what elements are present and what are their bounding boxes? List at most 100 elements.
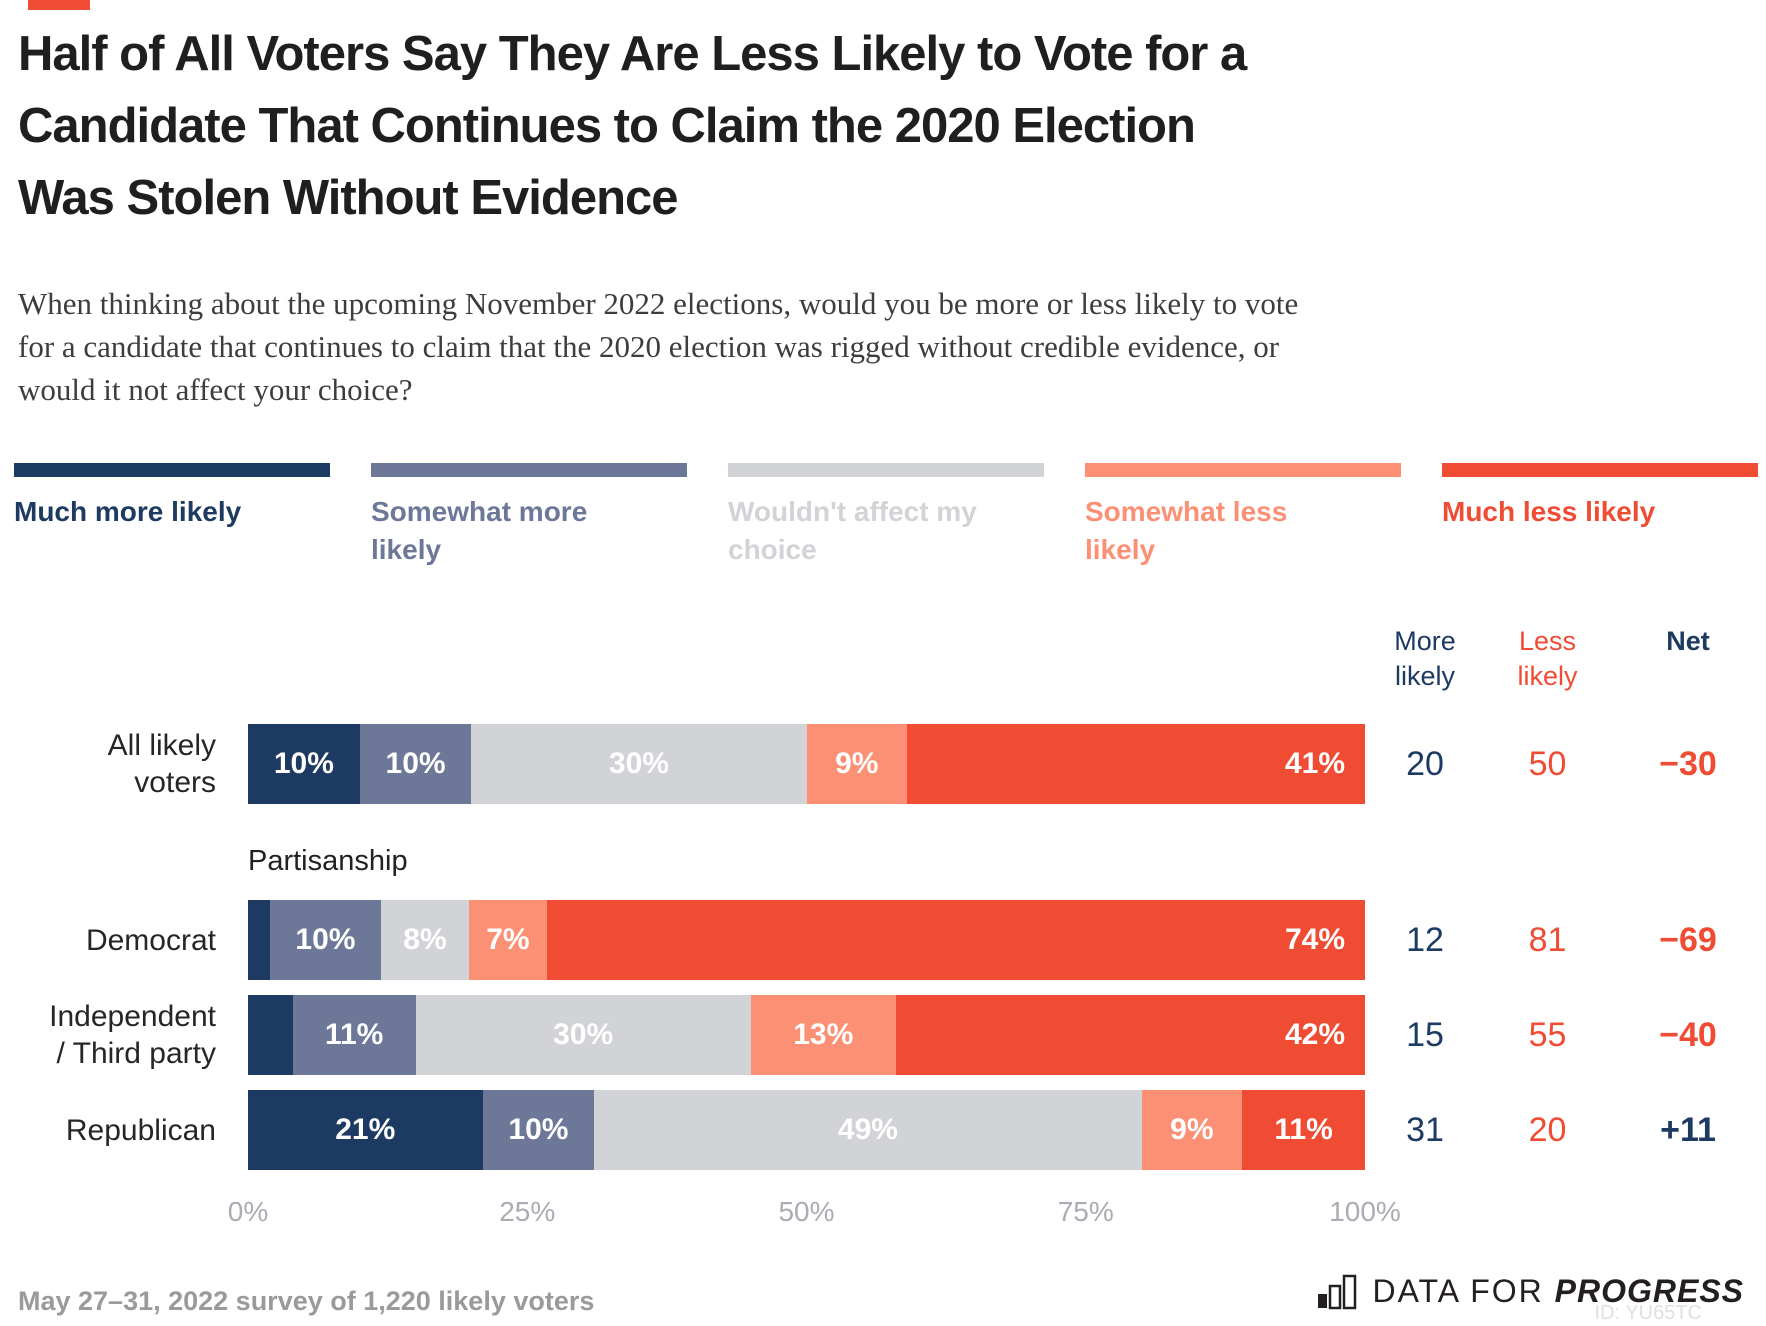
bar-cell: 10% 8% 7% 74% — [232, 900, 1365, 980]
bar-segment: 10% — [248, 724, 360, 804]
legend-item: Somewhat less likely — [1085, 463, 1401, 569]
segment-value-label: 9% — [1170, 1113, 1214, 1146]
segment-value-label: 41% — [1284, 747, 1345, 780]
bar-segment: 30% — [471, 724, 807, 804]
chart-row: Republican 21% 10% 49% 9% 11% 31 20 +11 — [0, 1090, 1766, 1170]
legend-swatch — [1085, 463, 1401, 477]
bar-segment: 30% — [415, 995, 751, 1075]
bar-segment — [248, 995, 293, 1075]
bar-segment: 11% — [292, 995, 416, 1075]
segment-value-label: 10% — [508, 1113, 569, 1146]
segment-value-label: 30% — [608, 747, 669, 780]
legend: Much more likely Somewhat more likely Woul… — [14, 463, 1758, 569]
less-likely-value: 81 — [1528, 920, 1567, 959]
bar-chart-icon — [1318, 1274, 1357, 1310]
segment-value-label: 74% — [1284, 923, 1345, 956]
less-likely-value: 20 — [1528, 1110, 1567, 1149]
legend-swatch — [1442, 463, 1758, 477]
chart-row: Democrat 10% 8% 7% 74% 12 81 −69 — [0, 900, 1766, 980]
bar-segment: 49% — [594, 1090, 1142, 1170]
bar-segment: 74% — [546, 900, 1365, 980]
survey-question-text: When thinking about the upcoming Novembe… — [18, 286, 1299, 407]
stacked-bar: 21% 10% 49% 9% 11% — [248, 1090, 1365, 1170]
stacked-bar: 10% 10% 30% 9% 41% — [248, 724, 1365, 804]
top-accent-bar — [28, 0, 90, 10]
row-label: All likely voters — [107, 729, 216, 799]
bar-cell: 10% 10% 30% 9% 41% — [232, 724, 1365, 804]
bar-segment: 21% — [248, 1090, 483, 1170]
legend-swatch — [728, 463, 1044, 477]
legend-label: Somewhat more likely — [371, 496, 588, 565]
column-header-net: Net — [1666, 626, 1710, 656]
chart-row: Independent / Third party 11% 30% 13% 42% 15 5… — [0, 995, 1766, 1075]
more-likely-value: 12 — [1406, 920, 1444, 959]
less-likely-value: 50 — [1528, 744, 1567, 783]
data-for-progress-logo: DATA FOR PROGRESS — [1316, 1272, 1744, 1310]
logo-text-data-for: DATA FOR — [1372, 1272, 1555, 1309]
legend-swatch — [371, 463, 687, 477]
segment-value-label: 21% — [335, 1113, 396, 1146]
bar-segment: 13% — [750, 995, 896, 1075]
more-likely-value: 31 — [1406, 1110, 1444, 1149]
bar-segment: 10% — [482, 1090, 595, 1170]
net-value: −69 — [1659, 920, 1717, 959]
bar-segment: 9% — [1141, 1090, 1243, 1170]
chart-id-watermark: ID: YU65TC — [1594, 1302, 1702, 1324]
bar-segment: 8% — [380, 900, 470, 980]
survey-source-note: May 27–31, 2022 survey of 1,220 likely v… — [18, 1286, 595, 1316]
less-likely-value: 55 — [1528, 1015, 1567, 1054]
net-value: −40 — [1659, 1015, 1717, 1054]
x-axis: 0% 25% 50% 75% 100% — [228, 1196, 1401, 1232]
legend-label: Much less likely — [1442, 496, 1656, 527]
legend-label: Wouldn't affect my choice — [728, 496, 977, 565]
bar-segment: 7% — [469, 900, 547, 980]
legend-label: Somewhat less likely — [1085, 496, 1288, 565]
bar-segment: 10% — [270, 900, 381, 980]
chart-row: All likely voters 10% 10% 30% 9% 41% 20 50 −30 — [0, 724, 1766, 804]
segment-value-label: 7% — [486, 923, 530, 956]
segment-value-label: 9% — [835, 747, 879, 780]
legend-swatch — [14, 463, 330, 477]
x-axis-tick: 75% — [1057, 1196, 1114, 1227]
segment-value-label: 30% — [553, 1018, 614, 1051]
segment-value-label: 10% — [273, 747, 334, 780]
legend-item: Wouldn't affect my choice — [728, 463, 1044, 569]
bar-cell: 11% 30% 13% 42% — [232, 995, 1365, 1075]
summary-column-headers: More likely Less likely Net — [0, 616, 1766, 724]
net-value: −30 — [1659, 744, 1717, 783]
chart-rows: All likely voters 10% 10% 30% 9% 41% 20 50 −30 Pa… — [0, 724, 1766, 1170]
x-axis-tick: 0% — [227, 1196, 269, 1227]
stacked-bar-chart: More likely Less likely Net All likely v… — [0, 616, 1766, 1232]
segment-value-label: 10% — [385, 747, 446, 780]
bar-segment: 11% — [1242, 1090, 1365, 1170]
segment-value-label: 11% — [324, 1018, 384, 1051]
stacked-bar: 10% 8% 7% 74% — [248, 900, 1365, 980]
legend-label: Much more likely — [14, 496, 242, 527]
legend-item: Much less likely — [1442, 463, 1758, 569]
bar-segment: 9% — [806, 724, 908, 804]
section-label-partisanship: Partisanship — [248, 845, 408, 877]
row-label: Republican — [65, 1113, 216, 1147]
logo-text: DATA FOR PROGRESS — [1372, 1273, 1744, 1310]
bar-segment: 42% — [895, 995, 1365, 1075]
segment-value-label: 42% — [1284, 1018, 1345, 1051]
stacked-bar: 11% 30% 13% 42% — [248, 995, 1365, 1075]
column-header-more-likely: More likely — [1394, 626, 1456, 691]
section-row: Partisanship — [0, 804, 1766, 900]
more-likely-value: 15 — [1406, 1015, 1444, 1054]
x-axis-tick: 100% — [1329, 1196, 1401, 1227]
bar-segment: 41% — [907, 724, 1365, 804]
x-axis-tick: 25% — [499, 1196, 556, 1227]
logo-text-progress: PROGRESS — [1554, 1272, 1744, 1309]
segment-value-label: 10% — [295, 923, 356, 956]
legend-item: Much more likely — [14, 463, 330, 569]
segment-value-label: 49% — [837, 1113, 898, 1146]
bar-segment — [248, 900, 271, 980]
column-header-less-likely: Less likely — [1517, 626, 1578, 691]
row-label: Independent / Third party — [49, 1000, 216, 1070]
segment-value-label: 11% — [1274, 1113, 1333, 1146]
more-likely-value: 20 — [1406, 744, 1444, 783]
net-value: +11 — [1660, 1110, 1716, 1149]
row-label: Democrat — [85, 923, 216, 957]
